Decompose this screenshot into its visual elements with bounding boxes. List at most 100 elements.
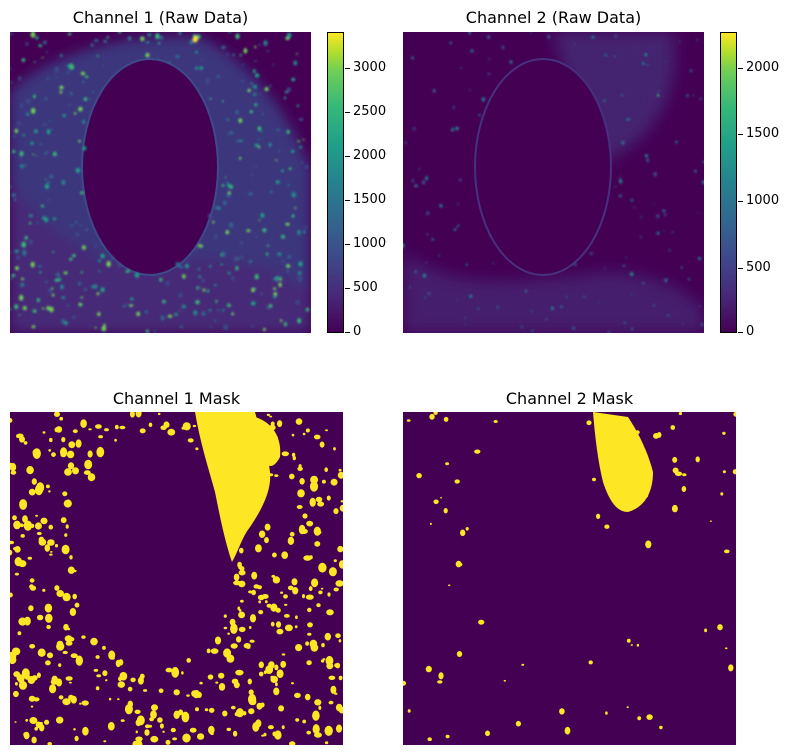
punctum bbox=[119, 426, 125, 430]
punctum bbox=[284, 97, 286, 100]
punctum bbox=[68, 441, 75, 448]
punctum bbox=[289, 741, 295, 745]
punctum bbox=[14, 250, 19, 254]
punctum bbox=[298, 276, 303, 282]
punctum bbox=[109, 698, 111, 701]
punctum bbox=[322, 480, 326, 484]
punctum bbox=[220, 254, 222, 256]
punctum bbox=[198, 268, 201, 271]
punctum bbox=[664, 278, 667, 282]
punctum bbox=[12, 150, 15, 154]
punctum bbox=[249, 416, 255, 423]
punctum bbox=[81, 296, 83, 298]
punctum bbox=[653, 304, 655, 306]
punctum bbox=[312, 711, 320, 721]
punctum bbox=[106, 261, 111, 267]
punctum bbox=[38, 649, 46, 657]
punctum bbox=[723, 470, 726, 473]
punctum bbox=[294, 207, 296, 209]
ch1-tick-500: 500 bbox=[353, 280, 378, 295]
punctum bbox=[150, 710, 157, 718]
punctum bbox=[282, 260, 284, 262]
punctum bbox=[254, 60, 256, 61]
punctum bbox=[258, 595, 265, 600]
ch2-raw-image bbox=[403, 32, 704, 333]
ch2-colorbar bbox=[720, 32, 737, 333]
punctum bbox=[31, 108, 36, 114]
punctum bbox=[259, 531, 265, 538]
punctum bbox=[29, 489, 36, 496]
punctum bbox=[166, 281, 170, 286]
punctum bbox=[276, 621, 281, 627]
punctum bbox=[466, 527, 469, 531]
punctum bbox=[635, 430, 640, 434]
punctum bbox=[59, 417, 63, 421]
punctum bbox=[702, 161, 704, 163]
punctum bbox=[100, 287, 104, 292]
punctum bbox=[302, 513, 307, 518]
punctum bbox=[637, 644, 639, 647]
punctum bbox=[275, 159, 277, 161]
punctum bbox=[334, 693, 337, 695]
punctum bbox=[150, 736, 158, 743]
punctum bbox=[307, 633, 311, 636]
punctum bbox=[70, 608, 76, 616]
punctum bbox=[630, 272, 633, 276]
punctum bbox=[46, 306, 50, 310]
punctum bbox=[305, 165, 308, 169]
punctum bbox=[29, 644, 35, 649]
punctum bbox=[97, 312, 100, 316]
punctum bbox=[76, 168, 81, 173]
punctum bbox=[26, 113, 29, 116]
punctum bbox=[144, 729, 149, 736]
punctum bbox=[689, 69, 692, 72]
punctum bbox=[426, 211, 429, 215]
punctum bbox=[231, 706, 236, 710]
punctum bbox=[235, 111, 239, 114]
punctum bbox=[13, 521, 21, 530]
punctum bbox=[636, 48, 637, 49]
punctum bbox=[68, 103, 71, 106]
punctum bbox=[37, 298, 39, 301]
punctum bbox=[255, 274, 259, 280]
punctum bbox=[434, 500, 439, 505]
punctum bbox=[10, 593, 13, 598]
punctum bbox=[24, 441, 28, 445]
punctum bbox=[310, 498, 316, 507]
punctum bbox=[43, 123, 48, 126]
punctum bbox=[232, 424, 235, 427]
punctum bbox=[307, 609, 310, 611]
punctum bbox=[226, 194, 230, 198]
punctum bbox=[15, 573, 19, 576]
punctum bbox=[642, 282, 645, 285]
punctum bbox=[292, 587, 298, 594]
punctum bbox=[566, 296, 568, 298]
punctum bbox=[217, 75, 220, 78]
punctum bbox=[72, 594, 77, 600]
punctum bbox=[19, 157, 21, 160]
punctum bbox=[291, 682, 294, 684]
punctum bbox=[162, 731, 165, 733]
punctum bbox=[253, 163, 255, 165]
punctum bbox=[603, 99, 606, 101]
punctum bbox=[51, 128, 54, 130]
punctum bbox=[489, 58, 491, 59]
punctum bbox=[175, 55, 179, 59]
punctum bbox=[32, 478, 37, 485]
punctum bbox=[469, 90, 470, 91]
punctum bbox=[43, 431, 46, 433]
punctum bbox=[82, 727, 89, 736]
punctum bbox=[240, 54, 242, 57]
punctum bbox=[114, 439, 117, 442]
punctum bbox=[225, 454, 230, 457]
punctum bbox=[111, 256, 114, 260]
punctum bbox=[679, 412, 682, 415]
punctum bbox=[21, 278, 24, 281]
punctum bbox=[645, 494, 648, 497]
punctum bbox=[645, 154, 648, 158]
punctum bbox=[270, 676, 274, 679]
punctum bbox=[589, 660, 593, 664]
punctum bbox=[325, 741, 328, 744]
ch1-mask-title: Channel 1 Mask bbox=[10, 389, 343, 408]
punctum bbox=[34, 61, 36, 63]
